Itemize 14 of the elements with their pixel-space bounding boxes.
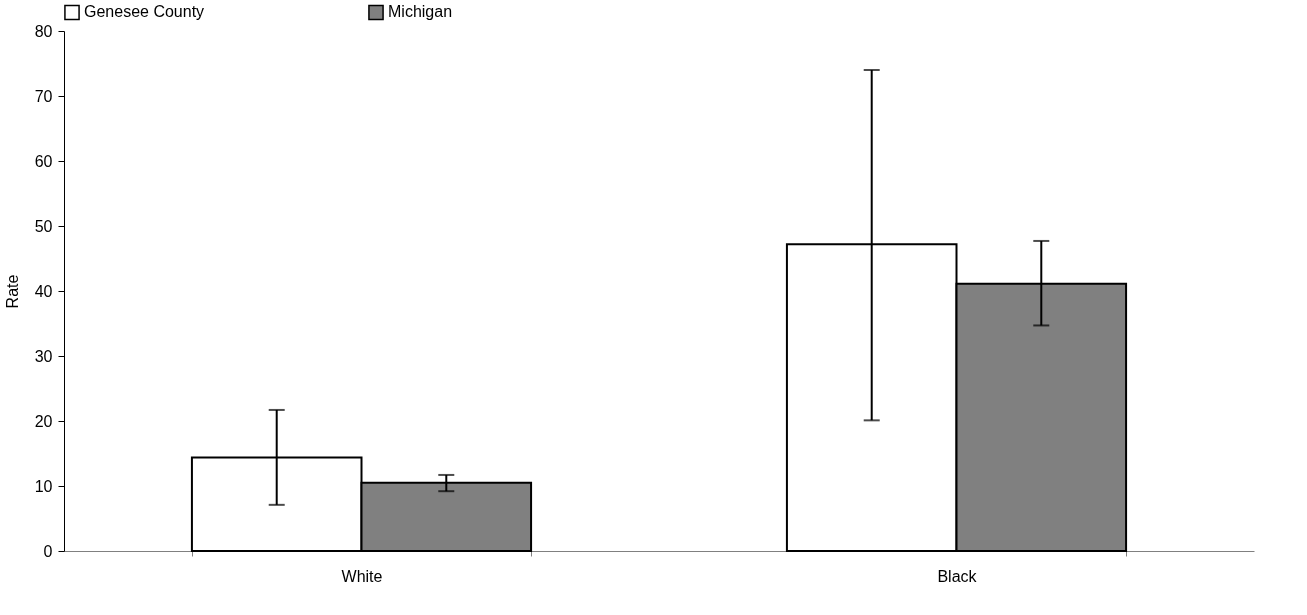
y-tick-label: 40: [34, 282, 53, 300]
y-tick-label: 10: [34, 477, 53, 495]
y-axis-title: Rate: [3, 274, 21, 309]
legend-label: Genesee County: [84, 3, 205, 21]
y-tick-label: 0: [43, 542, 53, 560]
y-tick-label: 20: [34, 412, 53, 430]
y-tick-label: 60: [34, 152, 53, 170]
y-tick-label: 50: [34, 217, 53, 235]
y-tick-label: 80: [34, 22, 53, 40]
legend-label: Michigan: [388, 3, 453, 21]
y-tick-label: 30: [34, 347, 53, 365]
x-tick-label: Black: [937, 567, 978, 585]
y-tick-label: 70: [34, 87, 53, 105]
x-tick-label: White: [341, 567, 383, 585]
